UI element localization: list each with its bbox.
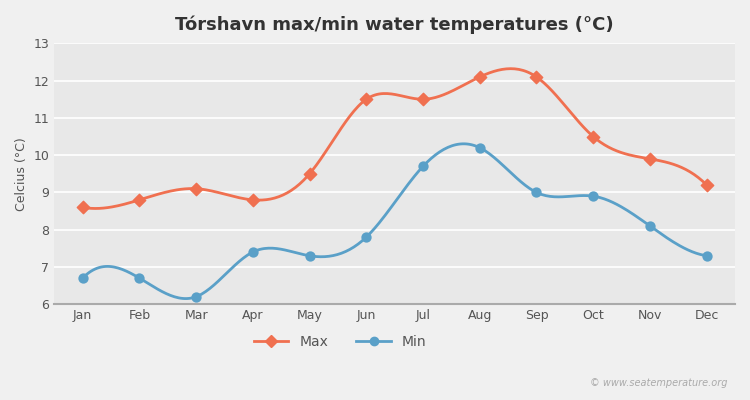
Point xyxy=(76,204,88,210)
Point xyxy=(474,144,486,151)
Point xyxy=(247,249,259,255)
Point xyxy=(304,252,316,259)
Point xyxy=(134,275,146,281)
Point xyxy=(530,189,542,196)
Point xyxy=(644,223,656,229)
Point xyxy=(134,197,146,203)
Point xyxy=(76,275,88,281)
Point xyxy=(530,74,542,80)
Point xyxy=(417,96,429,102)
Point xyxy=(247,197,259,203)
Point xyxy=(644,156,656,162)
Point xyxy=(360,96,372,102)
Title: Tórshavn max/min water temperatures (°C): Tórshavn max/min water temperatures (°C) xyxy=(176,15,614,34)
Point xyxy=(360,234,372,240)
Point xyxy=(190,294,202,300)
Text: © www.seatemperature.org: © www.seatemperature.org xyxy=(590,378,728,388)
Point xyxy=(587,193,599,199)
Point xyxy=(474,74,486,80)
Point xyxy=(587,133,599,140)
Point xyxy=(700,252,712,259)
Y-axis label: Celcius (°C): Celcius (°C) xyxy=(15,137,28,211)
Point xyxy=(700,182,712,188)
Point xyxy=(304,170,316,177)
Legend: Max, Min: Max, Min xyxy=(248,330,432,355)
Point xyxy=(190,186,202,192)
Point xyxy=(417,163,429,170)
